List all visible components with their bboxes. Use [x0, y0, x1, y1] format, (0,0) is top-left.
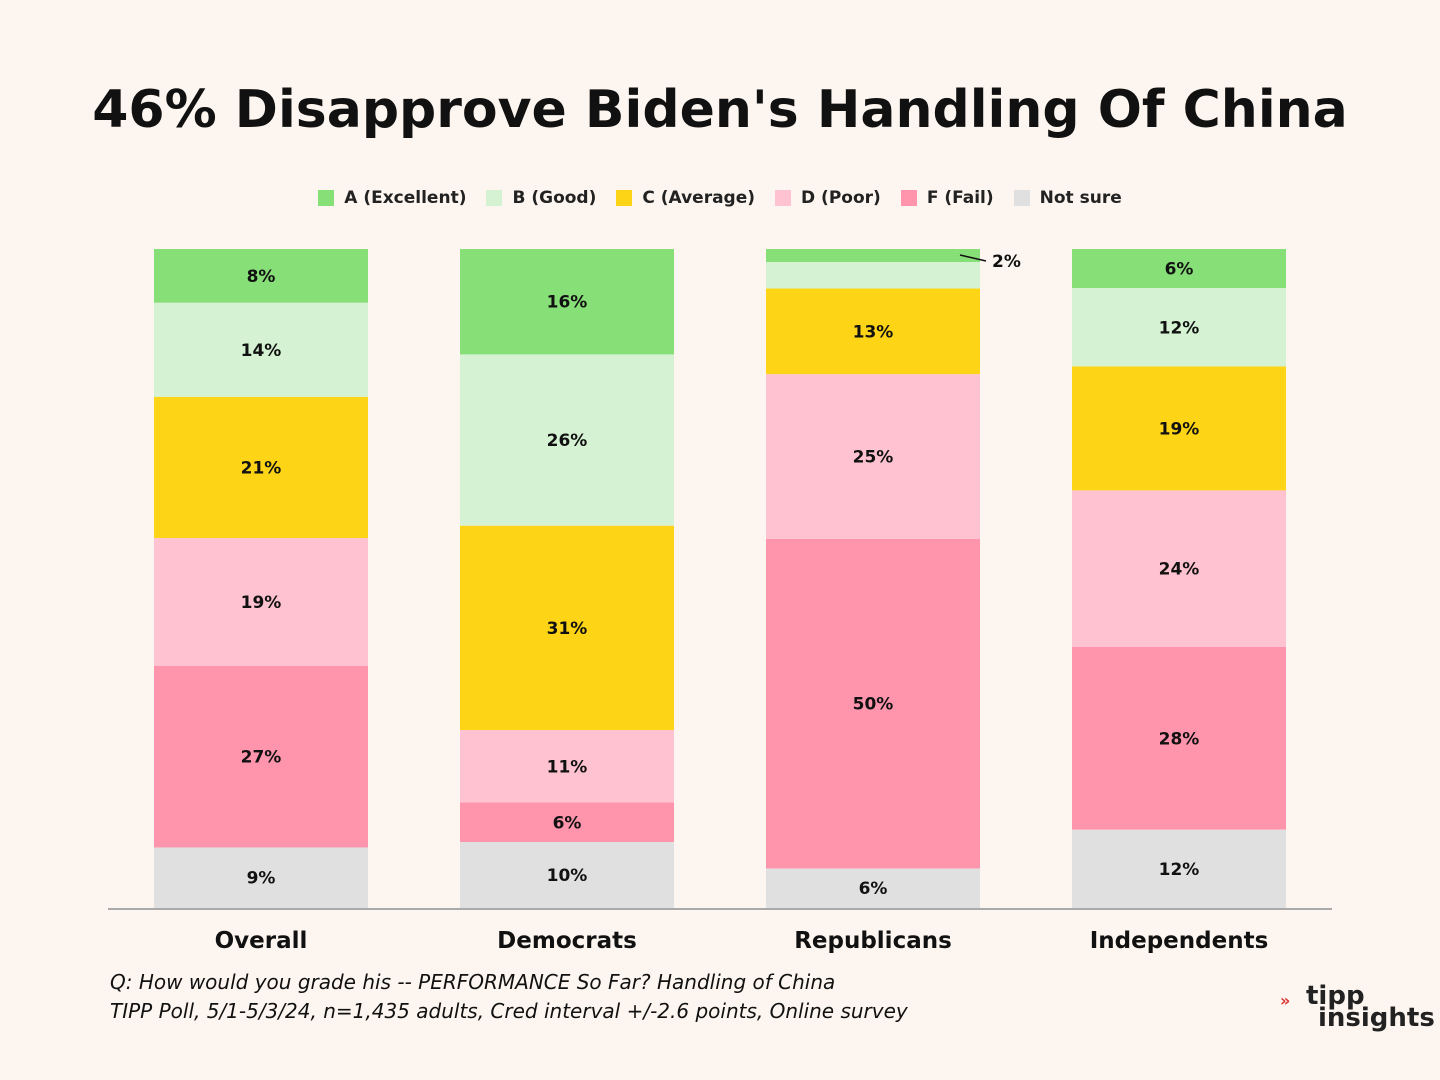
bar-segment-republicans-b-good	[766, 262, 980, 289]
data-label-overall-c-average: 21%	[241, 459, 282, 479]
data-label-overall-a-excellent: 8%	[247, 267, 276, 287]
legend-label: D (Poor)	[801, 188, 881, 208]
legend-swatch	[775, 190, 792, 206]
data-label-republicans-c-average: 13%	[853, 322, 894, 342]
legend-swatch	[616, 190, 633, 206]
data-label-democrats-not-sure: 10%	[547, 866, 588, 886]
bar-segment-independents-a-excellent	[1072, 249, 1286, 289]
data-label-overall-d-poor: 19%	[241, 593, 282, 613]
footnote: Q: How would you grade his -- PERFORMANC…	[110, 968, 908, 1026]
category-label-overall: Overall	[215, 928, 308, 954]
data-label-republicans-d-poor: 25%	[853, 448, 894, 468]
data-label-republicans-not-sure: 6%	[859, 879, 888, 899]
chart-title: 46% Disapprove Biden's Handling Of China	[92, 80, 1348, 140]
bar-segment-democrats-d-poor	[460, 730, 674, 803]
legend-swatch	[486, 190, 503, 206]
logo-arrows-icon: »	[1280, 991, 1291, 1010]
tipp-insights-logo: » tipp insights	[1280, 981, 1435, 1035]
data-label-overall-not-sure: 9%	[247, 869, 276, 889]
bar-segment-overall-not-sure	[154, 847, 368, 908]
bar-segment-overall-d-poor	[154, 538, 368, 666]
bar-segment-democrats-c-average	[460, 525, 674, 731]
legend: A (Excellent) B (Good) C (Average) D (Poor)…	[0, 188, 1440, 208]
data-label-independents-b-good: 12%	[1159, 318, 1200, 338]
bar-segment-overall-f-fail	[154, 665, 368, 848]
category-label-independents: Independents	[1090, 928, 1269, 954]
data-label-independents-a-excellent: 6%	[1165, 260, 1194, 280]
bar-segment-independents-b-good	[1072, 288, 1286, 367]
legend-item-a-excellent: A (Excellent)	[318, 188, 466, 208]
bar-segment-democrats-not-sure	[460, 842, 674, 908]
data-label-democrats-f-fail: 6%	[553, 813, 582, 833]
legend-item-not-sure: Not sure	[1013, 188, 1122, 208]
legend-label: F (Fail)	[926, 188, 994, 208]
category-label-republicans: Republicans	[794, 928, 952, 954]
legend-item-d-poor: D (Poor)	[775, 188, 881, 208]
bar-segment-independents-f-fail	[1072, 647, 1286, 830]
data-label-republicans-a-excellent: 2%	[992, 252, 1021, 272]
legend-item-b-good: B (Good)	[486, 188, 596, 208]
data-label-independents-d-poor: 24%	[1159, 560, 1200, 580]
bar-segment-republicans-a-excellent	[766, 249, 980, 263]
footnote-source: TIPP Poll, 5/1-5/3/24, n=1,435 adults, C…	[110, 999, 908, 1023]
data-label-democrats-d-poor: 11%	[547, 757, 588, 777]
bar-segment-independents-d-poor	[1072, 490, 1286, 648]
callout-leader-line	[959, 254, 987, 262]
data-label-democrats-b-good: 26%	[547, 431, 588, 451]
bar-segment-republicans-not-sure	[766, 868, 980, 908]
bar-segment-overall-b-good	[154, 302, 368, 397]
data-label-overall-f-fail: 27%	[241, 748, 282, 768]
legend-swatch	[1013, 190, 1030, 206]
legend-label: C (Average)	[642, 188, 756, 208]
logo-word-insights: insights	[1318, 1003, 1435, 1033]
legend-label: Not sure	[1039, 188, 1122, 208]
legend-swatch	[318, 190, 335, 206]
data-label-independents-f-fail: 28%	[1159, 729, 1200, 749]
data-label-democrats-c-average: 31%	[547, 619, 588, 639]
data-label-democrats-a-excellent: 16%	[547, 293, 588, 313]
legend-swatch	[900, 190, 917, 206]
bar-segment-democrats-a-excellent	[460, 249, 674, 355]
legend-item-f-fail: F (Fail)	[900, 188, 994, 208]
data-label-republicans-f-fail: 50%	[853, 695, 894, 715]
data-label-overall-b-good: 14%	[241, 341, 282, 361]
bar-segment-independents-c-average	[1072, 366, 1286, 491]
footnote-question: Q: How would you grade his -- PERFORMANC…	[110, 970, 836, 994]
legend-label: B (Good)	[512, 188, 597, 208]
stacked-bar-chart: 8% 14% 21% 19% 27% 9% Overall 16% 26% 31% 11% 6% 10%…	[108, 249, 1332, 954]
bar-segment-republicans-f-fail	[766, 538, 980, 869]
logo-word-tipp: tipp	[1306, 981, 1365, 1011]
bar-segment-independents-not-sure	[1072, 829, 1286, 908]
bar-segment-democrats-f-fail	[460, 802, 674, 843]
bar-segment-overall-a-excellent	[154, 249, 368, 303]
bar-segment-republicans-c-average	[766, 288, 980, 375]
data-label-independents-c-average: 19%	[1159, 419, 1200, 439]
category-label-democrats: Democrats	[497, 928, 637, 954]
bar-segment-overall-c-average	[154, 396, 368, 539]
data-label-independents-not-sure: 12%	[1159, 860, 1200, 880]
legend-item-c-average: C (Average)	[616, 188, 755, 208]
legend-label: A (Excellent)	[344, 188, 467, 208]
bar-segment-republicans-d-poor	[766, 374, 980, 539]
bar-segment-democrats-b-good	[460, 354, 674, 526]
